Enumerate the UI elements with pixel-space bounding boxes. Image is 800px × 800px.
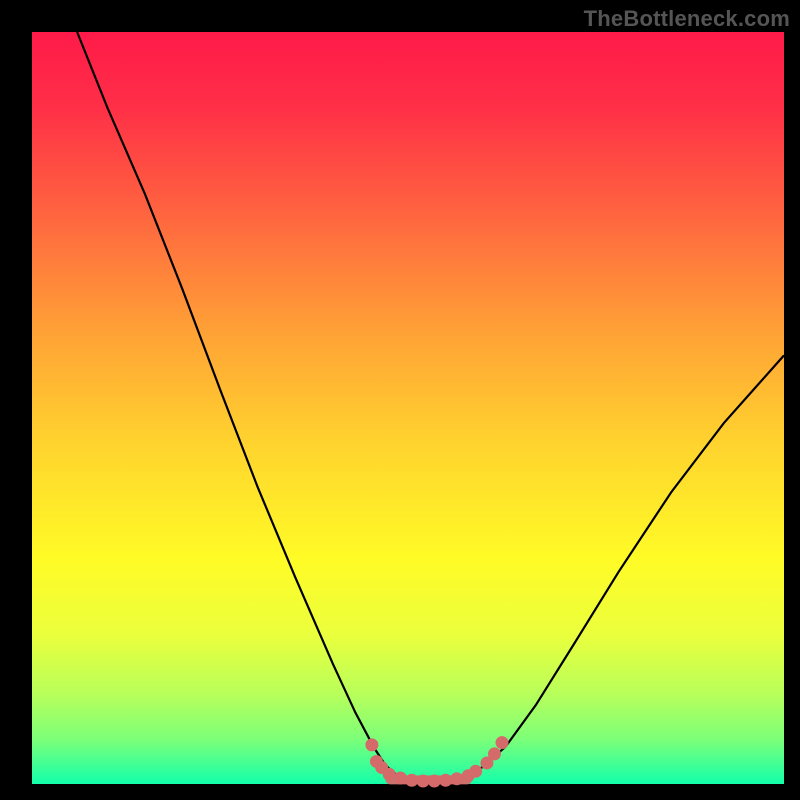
marker-dot	[383, 768, 395, 780]
marker-dot	[470, 765, 482, 777]
marker-dot	[451, 773, 463, 785]
curve-right	[423, 355, 784, 781]
marker-dot	[394, 772, 406, 784]
chart-container: TheBottleneck.com	[0, 0, 800, 800]
marker-dot	[496, 737, 508, 749]
marker-dot	[406, 774, 418, 786]
plot-area	[32, 32, 784, 784]
marker-dot	[428, 775, 440, 787]
marker-dot	[366, 739, 378, 751]
marker-dot	[417, 775, 429, 787]
chart-svg	[32, 32, 784, 784]
marker-dot	[440, 774, 452, 786]
marker-dot	[488, 748, 500, 760]
marker-group	[366, 737, 508, 787]
curve-left	[77, 32, 423, 781]
watermark-text: TheBottleneck.com	[584, 6, 790, 32]
